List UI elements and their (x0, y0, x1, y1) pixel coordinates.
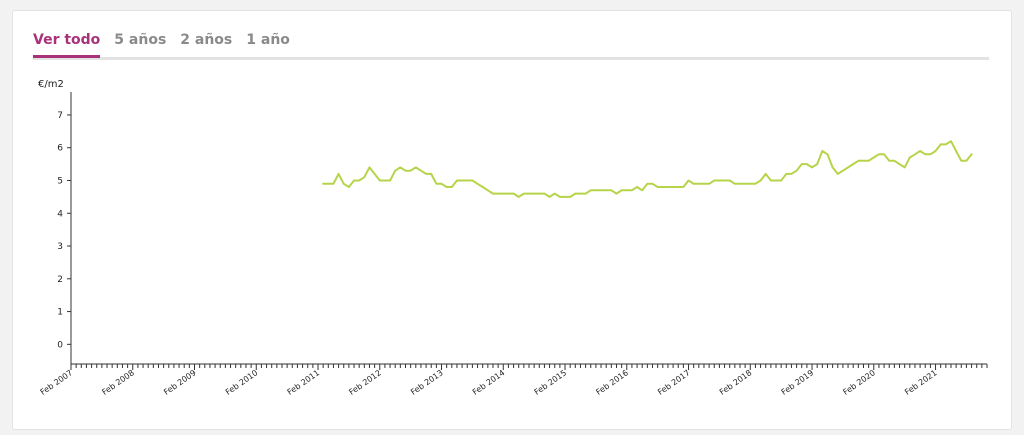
y-tick-label: 3 (57, 242, 63, 252)
price-series-line (322, 140, 973, 198)
x-tick-label: Feb 2009 (162, 368, 198, 397)
period-tabs: Ver todo 5 años 2 años 1 año (33, 31, 989, 60)
x-tick-label: Feb 2008 (100, 368, 136, 397)
x-tick-label: Feb 2019 (780, 368, 816, 397)
y-tick-label: 2 (57, 275, 63, 285)
x-tick-label: Feb 2021 (903, 368, 939, 397)
y-tick-label: 1 (57, 308, 63, 318)
y-tick-label: 0 (57, 340, 63, 350)
y-tick-label: 6 (57, 144, 63, 154)
x-tick-label: Feb 2020 (841, 368, 877, 397)
y-tick-label: 7 (57, 111, 63, 121)
x-tick-label: Feb 2016 (594, 368, 630, 397)
x-tick-label: Feb 2018 (718, 368, 754, 397)
x-tick-label: Feb 2012 (347, 368, 383, 397)
x-tick-label: Feb 2017 (656, 368, 692, 397)
x-tick-label: Feb 2015 (533, 368, 569, 397)
x-tick-label: Feb 2014 (471, 368, 507, 397)
tab-ver-todo[interactable]: Ver todo (33, 31, 101, 58)
x-tick-label: Feb 2013 (409, 368, 445, 397)
tab-5-anos[interactable]: 5 años (114, 32, 167, 48)
y-axis-label: €/m2 (38, 79, 64, 90)
tab-1-ano[interactable]: 1 año (246, 32, 290, 48)
x-tick-label: Feb 2011 (286, 368, 322, 397)
y-tick-label: 5 (57, 176, 63, 186)
x-tick-label: Feb 2007 (39, 368, 75, 397)
chart-card: Ver todo 5 años 2 años 1 año (12, 10, 1012, 430)
y-tick-label: 4 (57, 209, 63, 219)
tab-2-anos[interactable]: 2 años (180, 32, 233, 48)
x-tick-label: Feb 2010 (224, 368, 260, 397)
